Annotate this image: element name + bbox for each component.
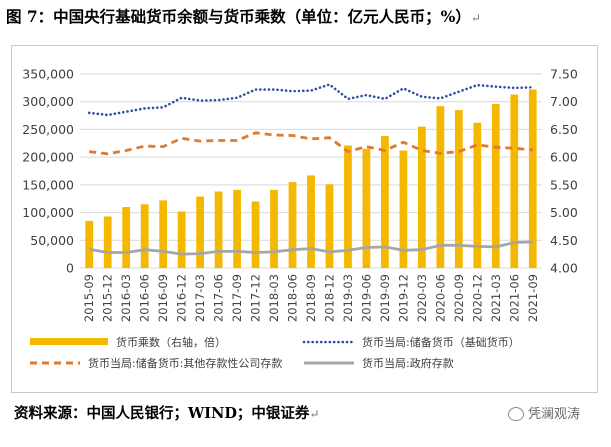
bar (417, 126, 426, 269)
x-tick-label: 2018-12 (322, 274, 336, 322)
y-right-tick-label: 7.50 (550, 67, 578, 82)
bar (214, 191, 223, 268)
y-left-tick-label: 50,000 (30, 233, 74, 248)
x-tick-label: 2017-03 (193, 274, 207, 322)
bar (270, 189, 278, 268)
y-left-tick-label: 250,000 (22, 122, 74, 137)
bar (454, 110, 463, 269)
wechat-icon (508, 406, 524, 421)
x-tick-label: 2021-06 (507, 274, 521, 322)
bar (251, 201, 260, 268)
figure-title-text: 图 7：中国央行基础货币余额与货币乘数（单位：亿元人民币；%） (6, 7, 471, 26)
x-tick-label: 2017-12 (249, 274, 263, 322)
x-tick-label: 2019-12 (396, 274, 410, 322)
bar (436, 106, 445, 268)
bar (103, 216, 112, 268)
x-tick-label: 2020-03 (415, 274, 429, 322)
bar (381, 136, 389, 268)
legend-label: 货币当局:政府存款 (362, 356, 454, 370)
series-line (89, 131, 533, 156)
y-right-tick-label: 5.50 (550, 177, 578, 192)
legend-label: 货币当局:储备货币:其他存款性公司存款 (88, 356, 282, 370)
bar (85, 220, 94, 268)
y-left-tick-label: 200,000 (22, 150, 74, 165)
legend-label: 货币乘数（右轴，倍） (116, 335, 226, 349)
source-text: 资料来源：中国人民银行；WIND；中银证券 (14, 405, 310, 422)
y-right-tick-label: 6.00 (550, 150, 578, 165)
y-right-tick-label: 4.50 (550, 233, 578, 248)
bar (140, 204, 149, 268)
title-paragraph-mark: ↵ (470, 11, 481, 25)
y-left-tick-label: 300,000 (22, 94, 74, 109)
x-tick-label: 2020-06 (433, 274, 447, 322)
x-tick-label: 2017-09 (230, 274, 244, 322)
bar (491, 103, 500, 268)
x-tick-label: 2016-06 (138, 274, 152, 322)
source-paragraph-mark: ↵ (309, 407, 320, 421)
bar (528, 89, 537, 268)
x-tick-label: 2019-06 (359, 274, 373, 322)
x-tick-label: 2019-09 (378, 274, 392, 322)
x-tick-label: 2018-03 (267, 274, 281, 322)
bar (159, 200, 168, 268)
x-tick-label: 2016-03 (119, 274, 133, 322)
figure-title: 图 7：中国央行基础货币余额与货币乘数（单位：亿元人民币；%）↵ (6, 4, 606, 30)
x-tick-label: 2016-09 (156, 274, 170, 322)
x-tick-label: 2021-03 (489, 274, 503, 322)
series-line (88, 240, 533, 256)
x-tick-label: 2020-09 (452, 274, 466, 322)
watermark: 凭澜观涛 (508, 404, 608, 426)
y-right-tick-label: 7.00 (550, 94, 578, 109)
x-tick-label: 2018-09 (304, 274, 318, 322)
x-tick-label: 2016-12 (175, 274, 189, 322)
chart-frame: 0 50,000 100,000 150,000 200,000 250,000 300,0… (11, 45, 598, 393)
bar (307, 175, 315, 268)
bar (473, 122, 482, 268)
watermark-text: 凭澜观涛 (528, 407, 581, 422)
bar (399, 150, 408, 268)
x-tick-label: 2015-12 (101, 274, 115, 322)
y-left-tick-label: 100,000 (22, 205, 74, 220)
x-tick-label: 2019-03 (341, 274, 355, 322)
x-tick-label: 2017-06 (212, 274, 226, 322)
bar (233, 189, 241, 268)
y-right-tick-label: 5.00 (550, 205, 578, 220)
y-left-tick-label: 0 (66, 261, 74, 276)
x-tick-label: 2020-12 (470, 274, 484, 322)
bar (177, 211, 186, 268)
y-right-tick-label: 6.50 (550, 122, 578, 137)
legend-label: 货币当局:储备货币（基础货币） (362, 335, 520, 349)
bar (288, 182, 297, 268)
source-note: 资料来源：中国人民银行；WIND；中银证券↵ (14, 402, 319, 426)
y-left-tick-label: 150,000 (22, 177, 74, 192)
series-line (87, 83, 535, 117)
chart-svg: 0 50,000 100,000 150,000 200,000 250,000 300,0… (22, 67, 578, 371)
x-tick-label: 2018-06 (286, 274, 300, 322)
x-tick-label: 2021-09 (526, 274, 540, 322)
bar (196, 196, 205, 268)
y-left-tick-label: 350,000 (22, 67, 74, 82)
bar (325, 184, 334, 268)
bar (122, 207, 131, 268)
bar (362, 148, 371, 268)
bar (510, 94, 519, 268)
bar (344, 145, 352, 268)
x-tick-label: 2015-09 (82, 274, 96, 322)
legend-swatch (30, 338, 108, 345)
y-right-tick-label: 4.00 (550, 261, 578, 276)
